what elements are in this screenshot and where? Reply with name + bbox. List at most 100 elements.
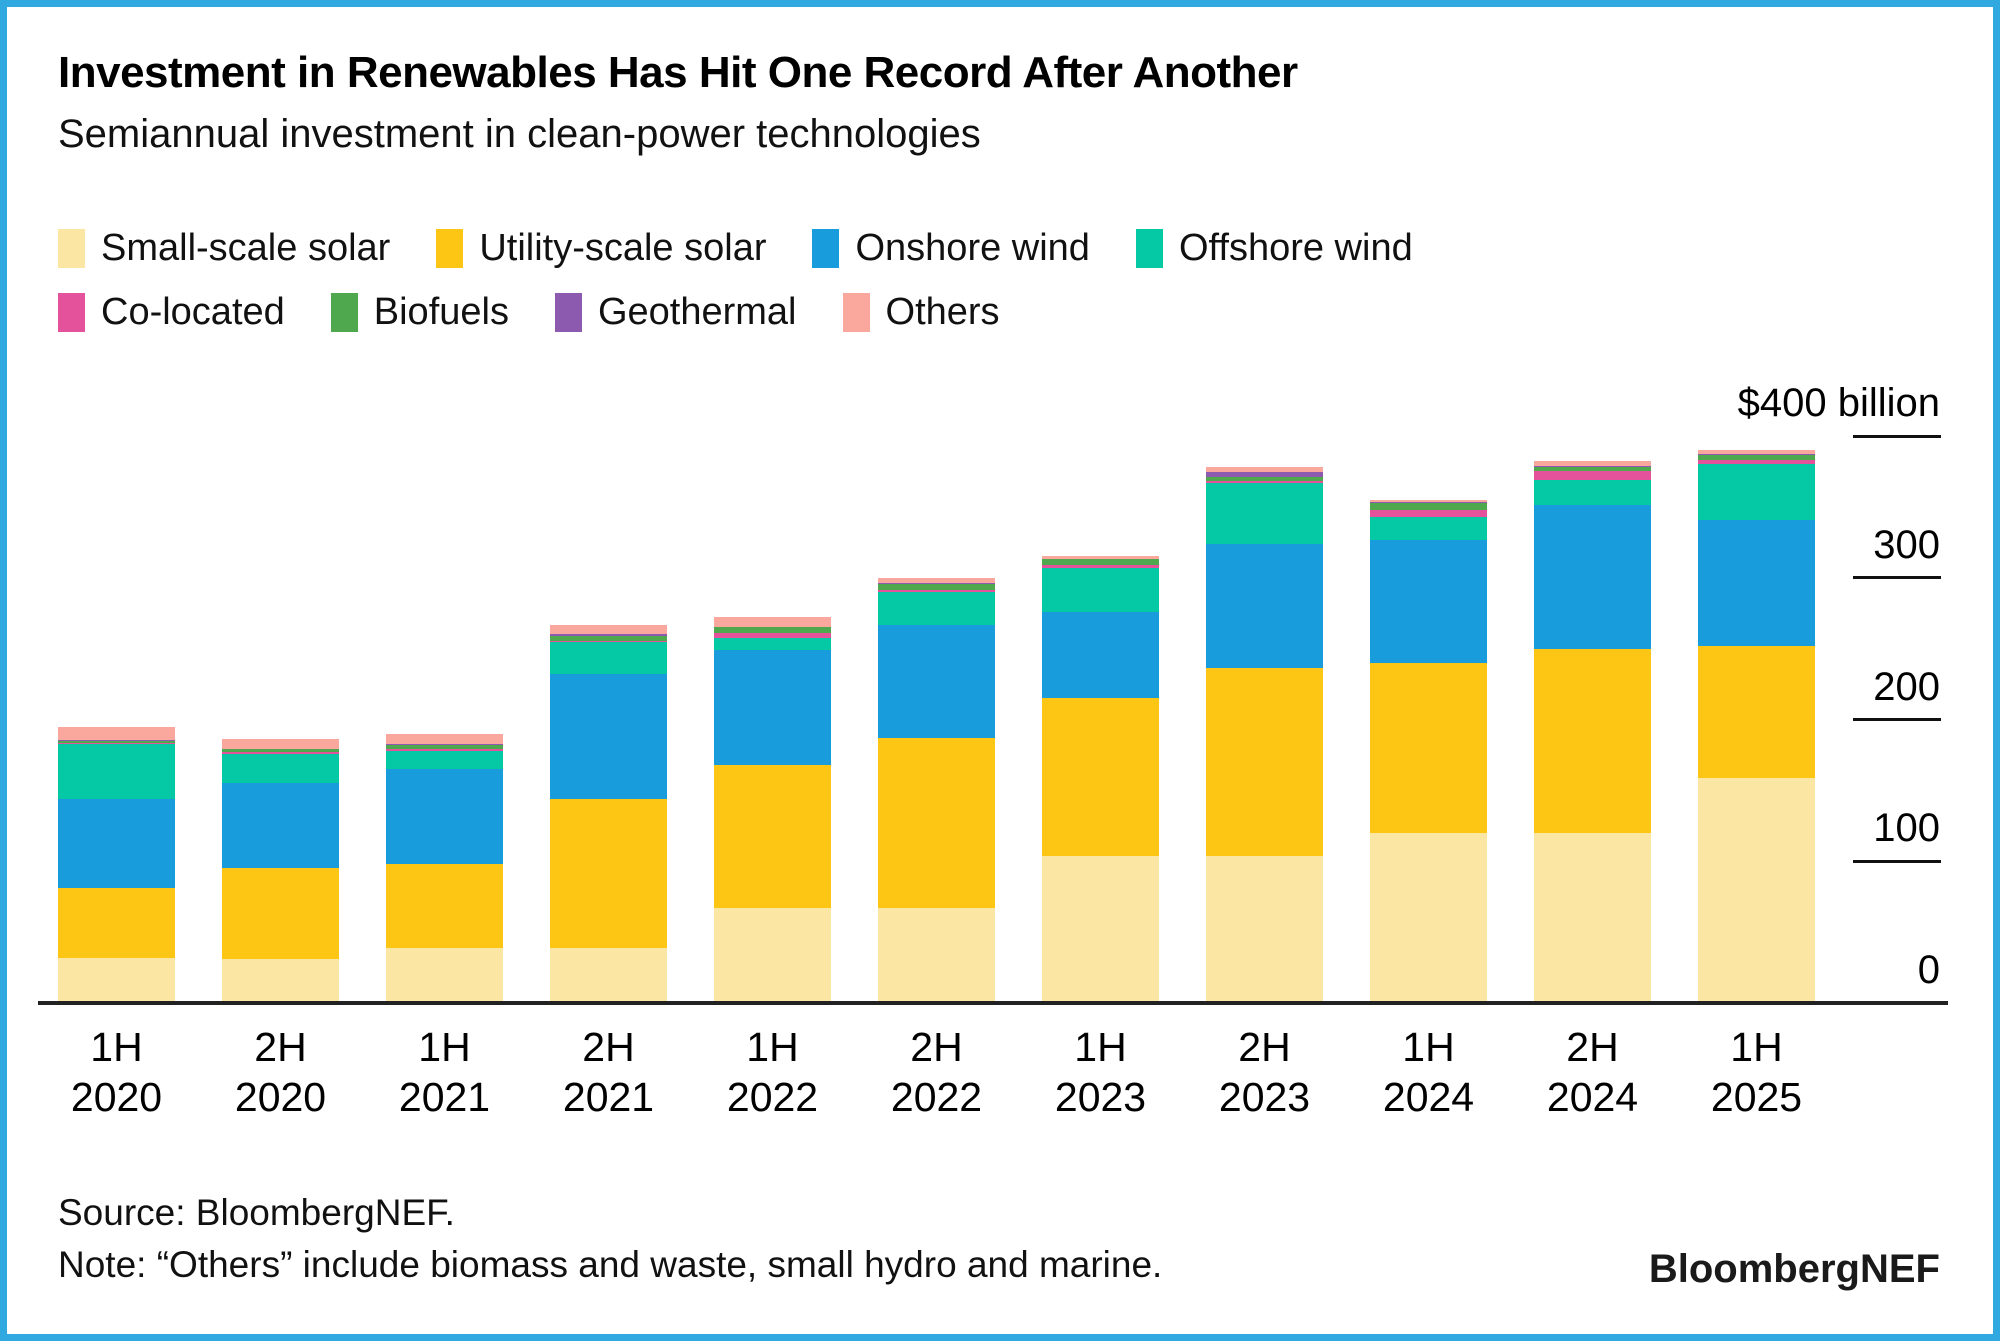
legend-label: Utility-scale solar [479, 226, 767, 269]
segment-small-scale-solar-2h-2021 [550, 947, 667, 1003]
page-subtitle: Semiannual investment in clean-power tec… [58, 112, 981, 156]
segment-small-scale-solar-1h-2020 [58, 957, 175, 1003]
x-label-2h-2021: 2H 2021 [509, 1022, 709, 1122]
segment-co-located-2h-2021 [550, 640, 667, 642]
page-title: Investment in Renewables Has Hit One Rec… [58, 48, 1298, 97]
y-tick-line-200 [1853, 718, 1941, 721]
segment-geothermal-1h-2021 [386, 744, 503, 746]
segment-geothermal-1h-2024 [1370, 501, 1487, 503]
segment-onshore-wind-1h-2023 [1042, 611, 1159, 699]
segment-utility-scale-solar-1h-2021 [386, 864, 503, 948]
segment-offshore-wind-2h-2023 [1206, 482, 1323, 544]
legend-item-geothermal: Geothermal [554, 291, 797, 334]
x-label-line: 2020 [234, 1074, 327, 1120]
segment-co-located-1h-2022 [714, 633, 831, 639]
segment-co-located-1h-2024 [1370, 509, 1487, 517]
segment-others-2h-2022 [878, 577, 995, 584]
segment-onshore-wind-1h-2025 [1698, 519, 1815, 646]
bar-2h-2024 [1534, 460, 1651, 1003]
segment-utility-scale-solar-1h-2022 [714, 764, 831, 909]
legend-item-offshore-wind: Offshore wind [1135, 227, 1413, 270]
y-tick-label-0: 0 [1917, 948, 1940, 992]
segment-offshore-wind-1h-2023 [1042, 567, 1159, 612]
legend-item-utility-scale-solar: Utility-scale solar [436, 227, 766, 270]
bar-2h-2020 [222, 738, 339, 1003]
segment-biofuels-1h-2020 [58, 740, 175, 743]
segment-co-located-1h-2020 [58, 742, 175, 744]
x-label-2h-2022: 2H 2022 [837, 1022, 1037, 1122]
segment-geothermal-1h-2020 [58, 740, 175, 741]
y-tick-label-300: 300 [1873, 522, 1940, 567]
segment-biofuels-2h-2023 [1206, 477, 1323, 482]
x-label-1h-2025: 1H 2025 [1657, 1022, 1857, 1122]
segment-biofuels-1h-2025 [1698, 455, 1815, 461]
segment-others-2h-2023 [1206, 467, 1323, 472]
bar-1h-2021 [386, 734, 503, 1003]
x-label-1h-2023: 1H 2023 [1001, 1022, 1201, 1122]
segment-offshore-wind-1h-2022 [714, 638, 831, 651]
bar-2h-2023 [1206, 467, 1323, 1003]
segment-geothermal-2h-2020 [222, 748, 339, 750]
segment-offshore-wind-1h-2025 [1698, 464, 1815, 520]
segment-biofuels-1h-2022 [714, 627, 831, 634]
segment-others-2h-2024 [1534, 460, 1651, 466]
x-label-line: 2024 [1382, 1074, 1475, 1120]
segment-biofuels-2h-2022 [878, 584, 995, 590]
x-label-line: 1H [746, 1024, 799, 1070]
y-tick-line-100 [1853, 859, 1941, 863]
source-text: Source: BloombergNEF. [58, 1192, 455, 1233]
legend-swatch-small-scale-solar [58, 228, 85, 268]
segment-biofuels-2h-2021 [550, 635, 667, 641]
legend-swatch-others [842, 292, 870, 332]
segment-co-located-1h-2025 [1698, 460, 1815, 465]
segment-offshore-wind-1h-2021 [386, 750, 503, 770]
segment-others-2h-2021 [550, 624, 667, 634]
x-label-line: 2H [1238, 1024, 1291, 1070]
x-label-line: 2021 [398, 1074, 491, 1120]
x-label-line: 1H [1074, 1024, 1127, 1070]
segment-geothermal-2h-2021 [550, 633, 667, 636]
segment-offshore-wind-2h-2020 [222, 753, 339, 784]
segment-onshore-wind-2h-2024 [1534, 505, 1651, 649]
segment-small-scale-solar-2h-2023 [1206, 855, 1323, 1003]
bar-1h-2024 [1370, 499, 1487, 1003]
segment-others-1h-2022 [714, 616, 831, 627]
segment-onshore-wind-2h-2022 [878, 624, 995, 738]
legend-label: Co-located [101, 290, 285, 333]
x-label-line: 2H [582, 1024, 635, 1070]
y-tick-label-100: 100 [1873, 806, 1940, 851]
bar-2h-2021 [550, 624, 667, 1003]
x-label-line: 1H [1402, 1024, 1455, 1070]
x-label-2h-2020: 2H 2020 [181, 1022, 381, 1122]
bloombergnef-logo: BloombergNEF [1648, 1247, 1940, 1291]
segment-co-located-1h-2023 [1042, 565, 1159, 568]
x-label-line: 1H [1730, 1024, 1783, 1070]
segment-onshore-wind-2h-2023 [1206, 543, 1323, 669]
y-tick-label-200: 200 [1873, 664, 1940, 709]
y-tick-line-400 [1853, 434, 1941, 438]
segment-offshore-wind-1h-2020 [58, 743, 175, 799]
legend-item-biofuels: Biofuels [330, 290, 509, 334]
segment-geothermal-2h-2024 [1534, 465, 1651, 467]
bar-1h-2025 [1698, 449, 1815, 1003]
legend-item-co-located: Co-located [58, 291, 285, 334]
segment-offshore-wind-2h-2024 [1534, 479, 1651, 506]
segment-others-1h-2021 [386, 734, 503, 745]
legend-swatch-offshore-wind [1135, 228, 1163, 268]
segment-onshore-wind-1h-2021 [386, 769, 503, 865]
segment-small-scale-solar-1h-2024 [1370, 832, 1487, 1003]
segment-small-scale-solar-1h-2023 [1042, 855, 1159, 1003]
segment-small-scale-solar-1h-2025 [1698, 777, 1815, 1003]
legend-swatch-geothermal [554, 292, 582, 332]
segment-geothermal-1h-2023 [1042, 558, 1159, 560]
legend-item-onshore-wind: Onshore wind [812, 227, 1090, 270]
legend-label: Others [885, 290, 1000, 333]
segment-small-scale-solar-2h-2024 [1534, 832, 1651, 1003]
segment-biofuels-1h-2021 [386, 745, 503, 749]
bar-2h-2022 [878, 577, 995, 1003]
x-label-1h-2021: 1H 2021 [345, 1022, 545, 1122]
segment-co-located-2h-2022 [878, 589, 995, 592]
segment-onshore-wind-2h-2021 [550, 674, 667, 799]
legend-label: Biofuels [373, 290, 509, 333]
x-label-1h-2020: 1H 2020 [17, 1022, 217, 1122]
